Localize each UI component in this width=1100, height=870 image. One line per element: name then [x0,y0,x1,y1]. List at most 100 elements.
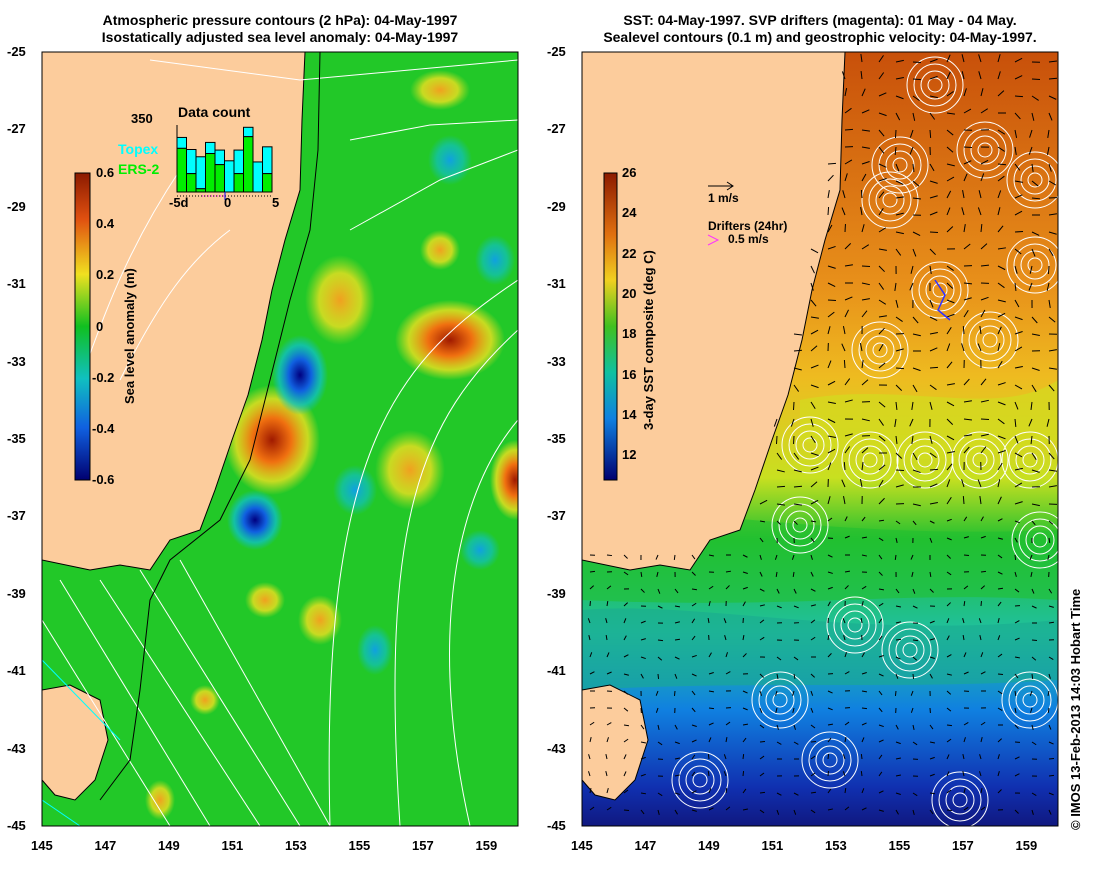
velocity-arrow [623,754,627,760]
velocity-arrow [895,248,902,256]
legend-ers2: ERS-2 [118,161,160,177]
sealevel-contour [868,178,912,222]
lon-label-left: 157 [412,838,434,853]
inset-title: Data count [178,104,251,120]
inset-ymax: 350 [131,111,153,126]
velocity-arrow [1048,60,1058,63]
velocity-arrow [844,446,851,454]
geostrophic-velocity-arrows [587,54,1058,815]
velocity-arrow [929,468,939,471]
velocity-arrow [759,537,764,543]
velocity-arrow [792,571,795,578]
velocity-arrow [1048,77,1058,80]
velocity-arrow [810,452,819,457]
velocity-arrow [810,316,819,319]
velocity-arrow [910,707,914,713]
ers2-bar [214,164,225,193]
velocity-arrow [691,554,696,560]
velocity-arrow [623,554,628,559]
velocity-arrow [775,707,778,713]
velocity-arrow [861,554,867,557]
velocity-arrow [810,265,815,274]
sealevel-contour [841,431,899,489]
velocity-arrow [911,435,914,444]
velocity-arrow [861,672,867,675]
velocity-arrow [1048,452,1055,460]
velocity-arrow [859,343,863,352]
velocity-arrow [980,446,987,454]
topex-bar [224,160,235,193]
velocity-arrow [895,196,904,199]
velocity-arrow [860,70,863,80]
velocity-arrow [860,54,863,63]
sealevel-contour [885,150,915,180]
sealevel-contour [911,261,969,319]
velocity-arrow [946,418,954,425]
velocity-arrow [878,146,885,154]
velocity-arrow [861,282,870,286]
velocity-arrow [997,435,1006,440]
velocity-arrow [997,247,1006,250]
velocity-arrow [810,345,818,352]
velocity-arrow [1031,792,1037,797]
velocity-arrow [997,312,1006,318]
velocity-arrow [878,554,883,560]
velocity-arrow [691,602,697,607]
velocity-arrow [946,112,955,115]
sealevel-contour [1022,692,1038,708]
velocity-arrow [827,496,831,505]
velocity-arrow [776,809,780,815]
velocity-arrow [841,343,846,352]
sst-colorbar-tick: 26 [622,165,637,180]
velocity-arrow [909,146,914,155]
velocity-arrow [691,690,696,696]
velocity-arrow [691,707,696,713]
velocity-arrow [961,54,965,63]
velocity-arrow [912,639,919,642]
velocity-arrow [929,773,935,777]
velocity-arrow [691,790,697,794]
velocity-arrow [997,789,1002,794]
left-title: Atmospheric pressure contours (2 hPa): 0… [42,12,518,46]
velocity-arrow [861,652,865,658]
velocity-arrow [946,690,952,695]
velocity-arrow [929,112,936,120]
sealevel-contour [1013,158,1057,202]
velocity-arrow [946,724,953,727]
velocity-arrow [1048,384,1055,392]
velocity-arrow [929,809,934,815]
velocity-arrow [980,378,987,386]
velocity-arrow [691,571,696,576]
lat-label-right: -33 [547,353,566,369]
sealevel-contour [951,431,1009,489]
sealevel-contour [1001,671,1058,729]
velocity-arrow [793,469,802,473]
velocity-arrow [895,401,898,411]
sealevel-contour [1015,685,1045,715]
depth-contour [99,52,321,801]
velocity-arrow [980,108,988,114]
velocity-arrow [878,401,886,408]
velocity-arrow [997,129,1006,135]
velocity-arrow [997,225,1004,233]
velocity-arrow [1048,621,1055,624]
velocity-arrow [1014,163,1021,171]
anomaly-blob [460,530,500,570]
velocity-arrow [827,586,833,590]
velocity-arrow [844,806,850,811]
velocity-arrow [909,282,914,291]
velocity-arrow [929,571,932,578]
velocity-arrow [1048,248,1054,257]
velocity-arrow [588,754,591,760]
velocity-arrow [895,452,903,459]
drifter-legend-icon [707,234,720,246]
sst-colorbar-tick: 14 [622,406,637,422]
velocity-arrow [963,516,968,522]
velocity-arrow [1014,773,1020,777]
velocity-arrow [946,537,952,541]
velocity-arrow [605,771,608,777]
velocity-arrow [776,741,782,745]
velocity-arrow [963,671,969,675]
velocity-arrow [674,792,680,795]
topex-bar [214,149,225,166]
